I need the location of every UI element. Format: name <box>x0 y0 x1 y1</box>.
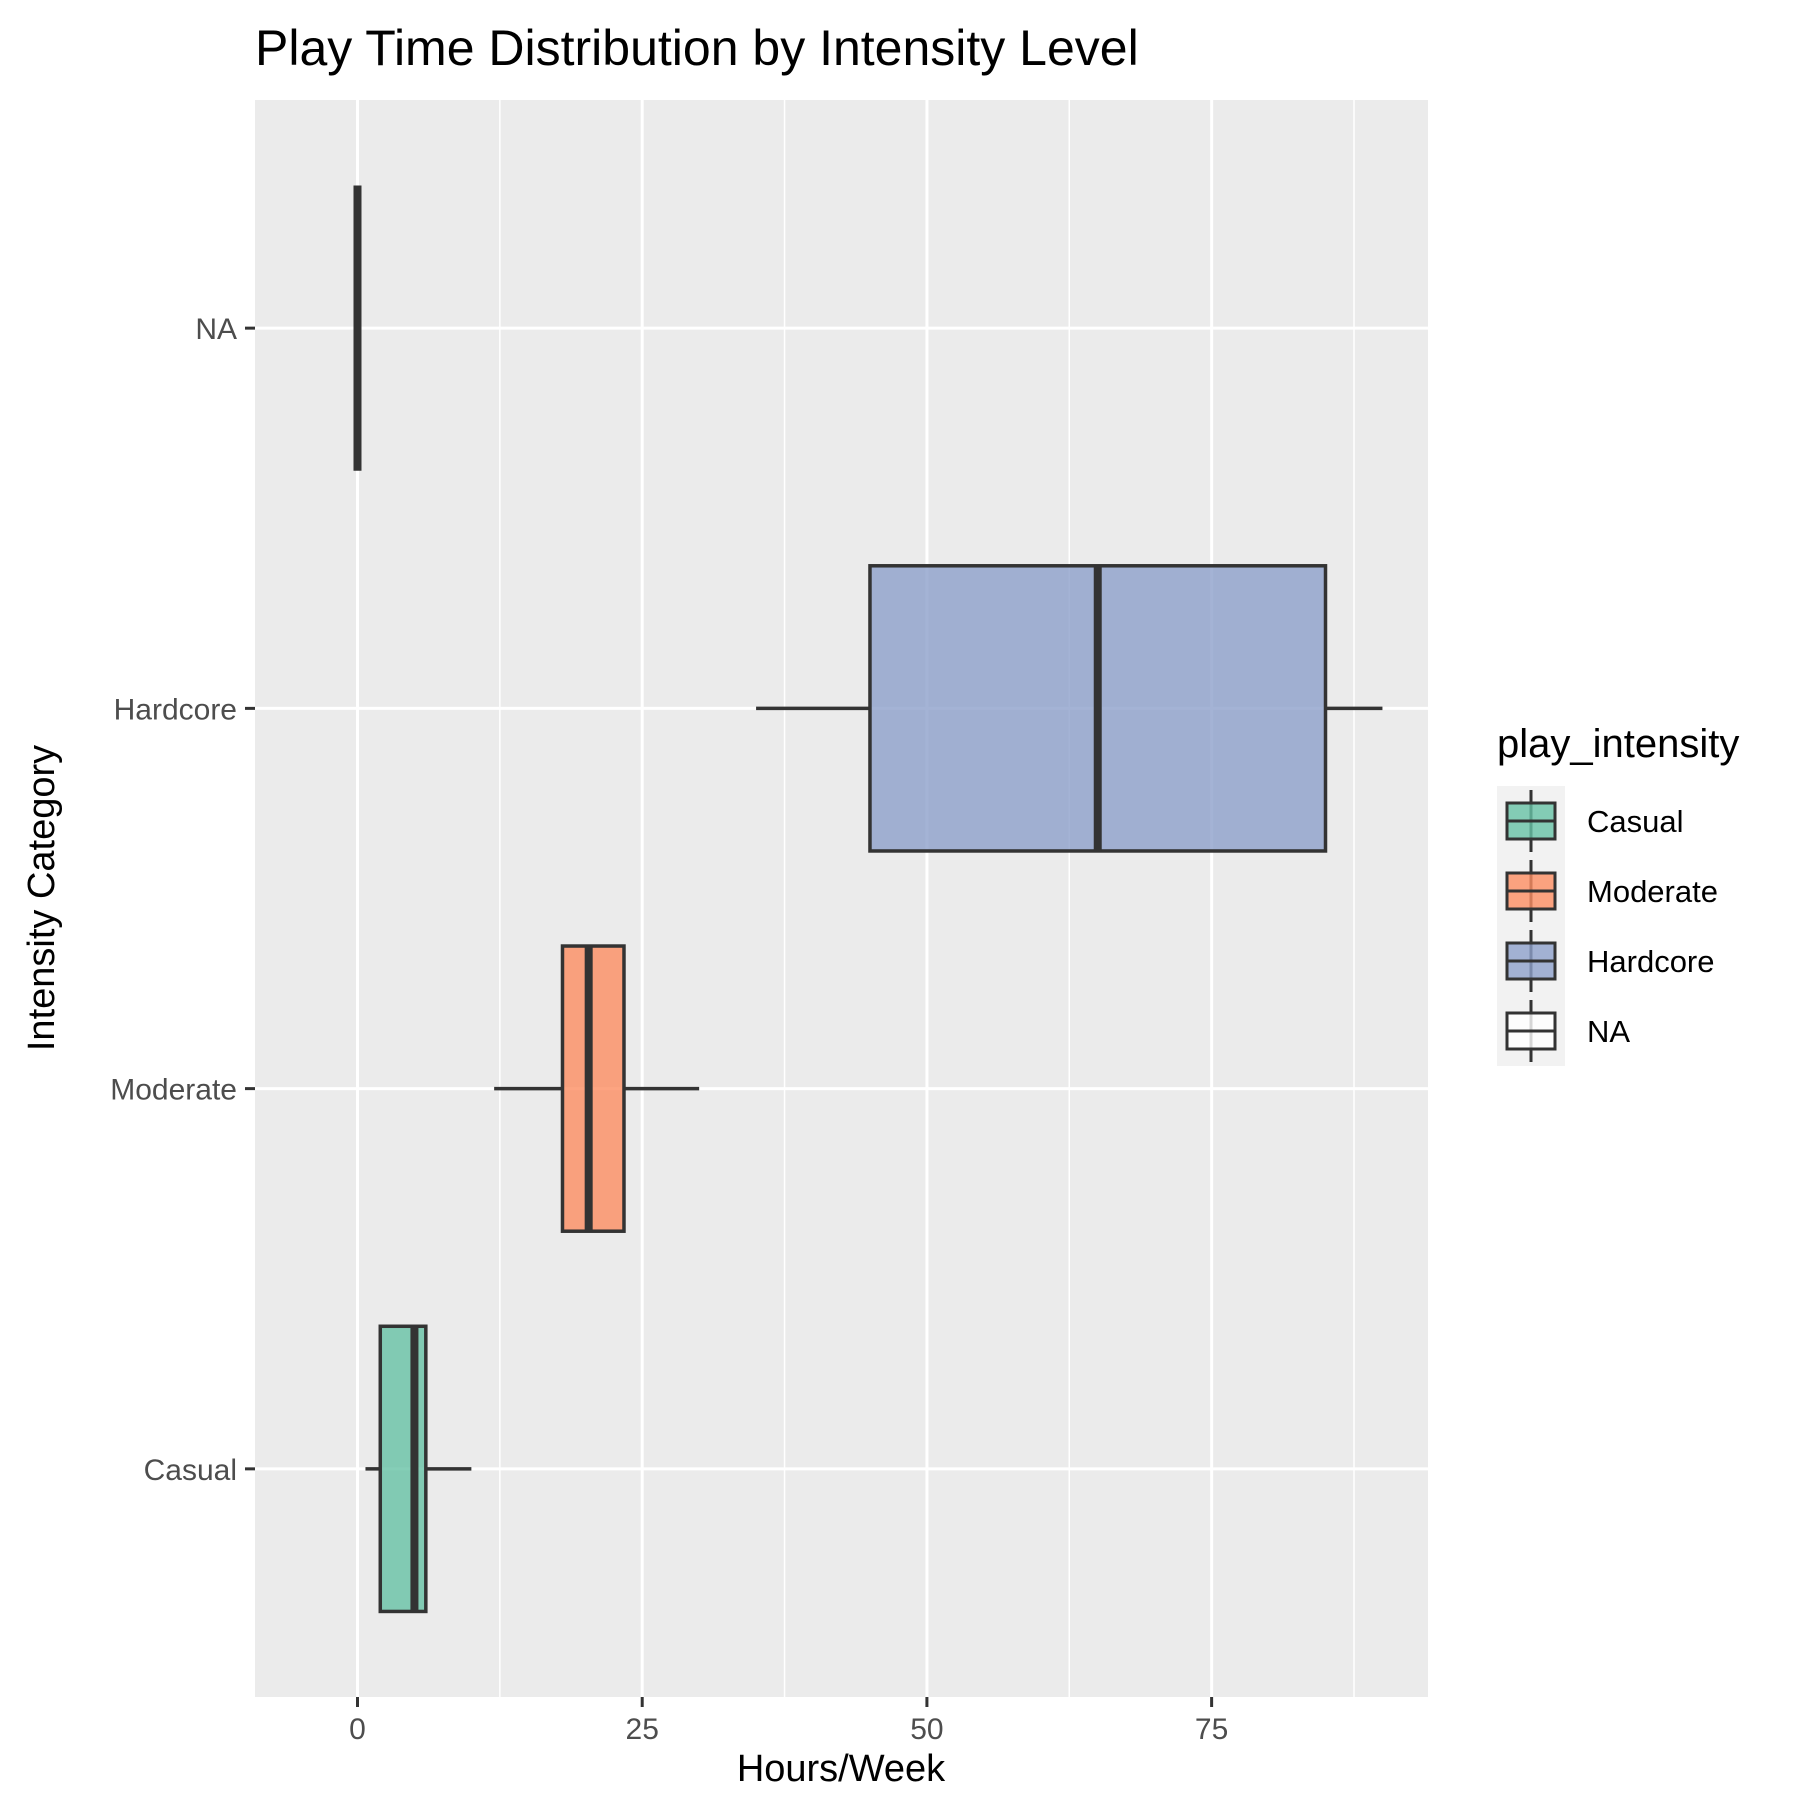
grid-lines <box>255 100 1428 1697</box>
y-axis: Casual Moderate Hardcore NA <box>110 313 255 1487</box>
legend-item-na: NA <box>1505 1000 1630 1062</box>
iqr-box <box>378 1324 428 1614</box>
boxes <box>353 185 1383 1614</box>
legend-label: Hardcore <box>1587 944 1715 979</box>
box-moderate <box>494 944 700 1233</box>
legend-title: play_intensity <box>1497 722 1739 766</box>
legend-label: Moderate <box>1587 874 1718 909</box>
x-tick-label: 25 <box>626 1713 659 1746</box>
x-axis: 0 25 50 75 <box>349 1697 1228 1746</box>
y-tick-label: Moderate <box>110 1074 237 1107</box>
legend-item-moderate: Moderate <box>1505 860 1718 922</box>
legend-label: Casual <box>1587 804 1684 839</box>
y-axis-title: Intensity Category <box>21 745 63 1051</box>
x-axis-title: Hours/Week <box>737 1748 946 1790</box>
iqr-box <box>560 944 626 1233</box>
chart-title: Play Time Distribution by Intensity Leve… <box>255 20 1139 76</box>
legend-item-casual: Casual <box>1505 790 1684 852</box>
x-tick-label: 0 <box>349 1713 366 1746</box>
x-tick-label: 75 <box>1195 1713 1228 1746</box>
box-hardcore <box>756 564 1383 853</box>
y-tick-label: Hardcore <box>114 693 237 726</box>
legend-item-hardcore: Hardcore <box>1505 930 1715 992</box>
legend-label: NA <box>1587 1014 1630 1049</box>
plot-panel <box>255 100 1428 1697</box>
x-tick-label: 50 <box>910 1713 943 1746</box>
legend: play_intensity Casual Moderate Hardcore NA <box>1497 722 1739 1066</box>
y-tick-label: NA <box>195 313 237 346</box>
box-casual <box>365 1324 472 1614</box>
y-tick-label: Casual <box>144 1454 237 1487</box>
